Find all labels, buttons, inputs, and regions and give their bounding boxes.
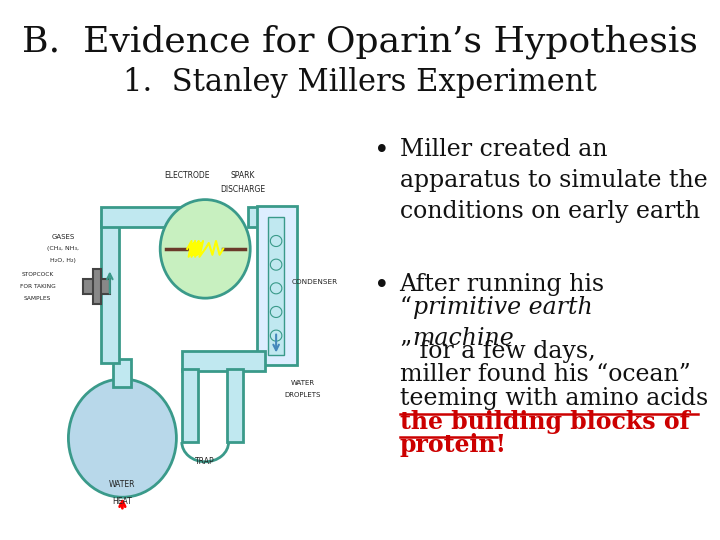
Text: primitive earth
machine: primitive earth machine [413, 296, 593, 350]
Text: (CH₄, NH₃,: (CH₄, NH₃, [47, 246, 79, 252]
Text: B.  Evidence for Oparin’s Hypothesis: B. Evidence for Oparin’s Hypothesis [22, 24, 698, 59]
Text: ” for a few days,: ” for a few days, [400, 340, 595, 363]
Circle shape [160, 200, 251, 298]
Text: TRAP: TRAP [195, 457, 215, 466]
Text: ELECTRODE: ELECTRODE [164, 172, 210, 180]
Text: HEAT: HEAT [112, 497, 132, 505]
Text: SPARK: SPARK [230, 172, 256, 180]
Text: Miller created an
apparatus to simulate the
conditions on early earth: Miller created an apparatus to simulate … [400, 138, 707, 223]
Text: STOPCOCK: STOPCOCK [22, 272, 54, 277]
FancyBboxPatch shape [268, 217, 284, 355]
Text: CONDENSER: CONDENSER [292, 279, 338, 286]
Text: WATER: WATER [290, 380, 315, 386]
Text: DROPLETS: DROPLETS [284, 392, 320, 398]
FancyBboxPatch shape [83, 279, 110, 294]
Text: miller found his “ocean”: miller found his “ocean” [400, 363, 690, 387]
Text: DISCHARGE: DISCHARGE [220, 185, 266, 194]
FancyBboxPatch shape [258, 206, 297, 365]
Text: protein!: protein! [400, 433, 507, 457]
Text: •: • [374, 273, 390, 298]
FancyBboxPatch shape [114, 359, 132, 387]
FancyBboxPatch shape [227, 369, 243, 442]
Text: GASES: GASES [51, 234, 75, 240]
Text: “: “ [400, 296, 412, 319]
FancyBboxPatch shape [101, 221, 119, 363]
FancyBboxPatch shape [93, 268, 101, 304]
Text: •: • [374, 138, 390, 163]
Text: WATER: WATER [109, 480, 135, 489]
Text: H₂O, H₂): H₂O, H₂) [50, 258, 76, 263]
Circle shape [68, 379, 176, 497]
Text: teeming with amino acids: teeming with amino acids [400, 387, 708, 410]
Text: SAMPLES: SAMPLES [24, 296, 52, 301]
Text: FOR TAKING: FOR TAKING [20, 284, 55, 289]
Text: After running his: After running his [400, 273, 605, 296]
FancyBboxPatch shape [181, 352, 265, 371]
FancyBboxPatch shape [101, 207, 227, 227]
Text: the building blocks of: the building blocks of [400, 410, 689, 434]
Text: 1.  Stanley Millers Experiment: 1. Stanley Millers Experiment [123, 68, 597, 98]
FancyBboxPatch shape [248, 207, 274, 227]
FancyBboxPatch shape [181, 369, 198, 442]
